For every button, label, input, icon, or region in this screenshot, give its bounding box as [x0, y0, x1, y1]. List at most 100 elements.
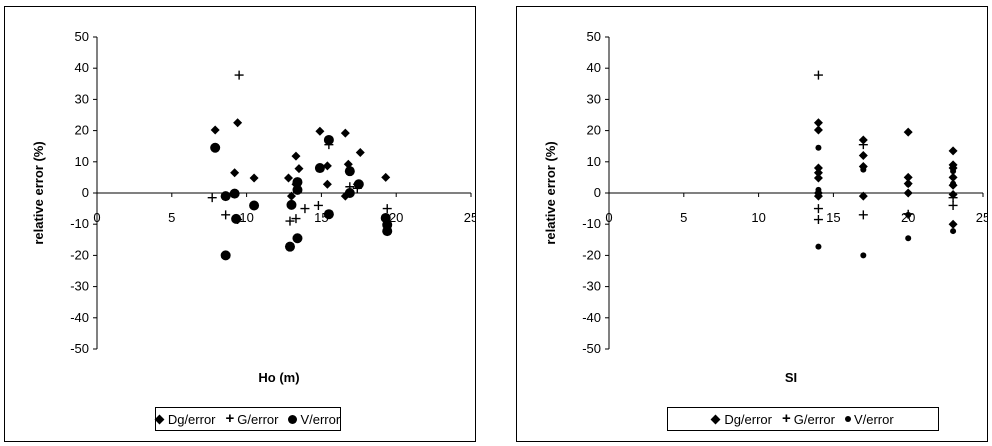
data-point-dg: [340, 128, 350, 138]
plus-marker-icon: +: [782, 410, 791, 427]
data-point-v: [815, 186, 822, 193]
legend-item-g: + G/error: [782, 410, 835, 427]
y-tick-label: 50: [587, 29, 601, 44]
y-tick-label: -20: [582, 247, 601, 262]
data-point-v: [950, 228, 957, 235]
data-point-dg: [286, 191, 296, 201]
data-point-dg: [322, 161, 332, 171]
y-tick-label: -10: [582, 216, 601, 231]
data-point-dg: [813, 191, 823, 201]
data-point-dg: [381, 172, 391, 182]
y-tick-label: 20: [75, 123, 89, 138]
y-axis-title: relative error (%): [543, 141, 558, 244]
data-point-v: [905, 181, 912, 188]
data-point-dg: [858, 135, 868, 145]
data-point-g: [813, 215, 823, 225]
data-point-g: [300, 204, 310, 214]
data-point-dg: [322, 179, 332, 189]
x-tick-label: 25: [976, 210, 987, 225]
data-point-v: [905, 211, 912, 218]
x-tick-label: 0: [93, 210, 100, 225]
data-point-dg: [948, 219, 958, 229]
data-point-v: [210, 142, 221, 153]
data-point-v: [950, 180, 957, 187]
diamond-marker-icon: [154, 414, 165, 424]
data-point-v: [950, 168, 957, 175]
data-point-v: [286, 199, 297, 210]
data-point-dg: [210, 125, 220, 135]
data-point-v: [220, 191, 231, 202]
y-tick-label: -10: [70, 216, 89, 231]
data-point-v: [815, 144, 822, 151]
data-point-v: [231, 213, 242, 224]
y-tick-label: -50: [70, 341, 89, 356]
data-point-dg: [858, 151, 868, 161]
y-tick-label: 20: [587, 123, 601, 138]
data-point-v: [344, 188, 355, 198]
data-point-v: [860, 252, 867, 259]
legend-item-dg: Dg/error: [710, 412, 772, 427]
data-point-v: [323, 209, 334, 220]
data-point-v: [353, 179, 364, 190]
data-point-g: [313, 200, 323, 210]
y-axis-title: relative error (%): [31, 141, 46, 244]
x-tick-label: 5: [168, 210, 175, 225]
data-point-g: [858, 140, 868, 150]
data-point-g: [221, 210, 231, 220]
data-point-g: [858, 210, 868, 220]
x-tick-label: 20: [389, 210, 403, 225]
circle-marker-icon: [288, 414, 298, 424]
data-point-v: [220, 250, 231, 261]
y-tick-label: -30: [582, 279, 601, 294]
y-tick-label: -40: [582, 310, 601, 325]
data-point-v: [860, 164, 867, 171]
data-point-v: [905, 235, 912, 242]
y-tick-label: 0: [594, 185, 601, 200]
y-tick-label: -50: [582, 341, 601, 356]
legend-label-dg: Dg/error: [167, 411, 216, 427]
data-point-v: [292, 184, 303, 195]
data-point-g: [207, 193, 217, 203]
data-point-v: [314, 163, 325, 174]
y-tick-label: -40: [70, 310, 89, 325]
x-axis-title: SI: [785, 370, 797, 385]
data-point-g: [291, 214, 301, 224]
data-point-g: [382, 204, 392, 214]
data-point-g: [948, 193, 958, 203]
data-point-dg: [294, 164, 304, 174]
data-point-v: [344, 166, 355, 177]
data-point-v: [382, 219, 393, 230]
data-point-v: [229, 188, 240, 199]
data-point-dg: [813, 163, 823, 173]
data-point-v: [249, 200, 260, 211]
data-point-dg: [948, 146, 958, 156]
diamond-marker-icon: [710, 414, 721, 424]
data-point-dg: [813, 125, 823, 135]
chart-panel-left: 50 40 30 20 10 0 -10 -20 -30 -40 -50 0 5 10 15 20 25 Ho (…: [4, 6, 478, 442]
plus-marker-icon: +: [225, 410, 235, 427]
x-axis-title: Ho (m): [258, 370, 299, 385]
legend-label-g: G/error: [793, 411, 835, 427]
data-point-g: [813, 70, 823, 80]
legend-right: Dg/error + G/error V/error: [667, 407, 939, 431]
data-point-dg: [813, 173, 823, 183]
data-point-v: [284, 241, 295, 252]
data-point-dg: [813, 118, 823, 128]
circle-marker-icon: [844, 416, 851, 422]
y-tick-label: 30: [587, 91, 601, 106]
data-point-v: [323, 134, 334, 145]
x-tick-label: 5: [680, 210, 687, 225]
legend-item-v: V/error: [844, 412, 894, 427]
y-tick-label: 0: [82, 185, 89, 200]
y-tick-label: 40: [587, 60, 601, 75]
data-point-dg: [813, 168, 823, 178]
y-tick-label: -20: [70, 247, 89, 262]
x-tick-label: 25: [464, 210, 475, 225]
data-point-dg: [948, 172, 958, 182]
data-point-dg: [903, 172, 913, 182]
data-point-dg: [283, 173, 293, 183]
legend-item-dg: Dg/error: [154, 411, 216, 427]
y-tick-label: 10: [587, 154, 601, 169]
legend-label-g: G/error: [237, 411, 279, 427]
